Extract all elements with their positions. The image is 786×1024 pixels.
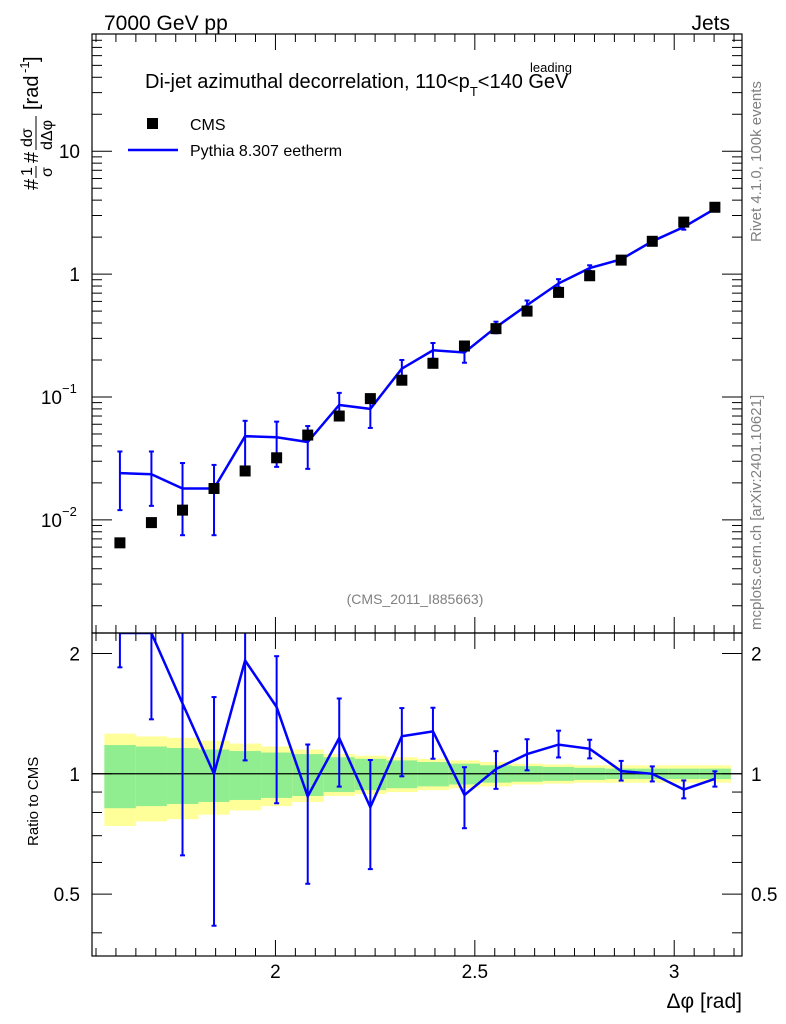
svg-text:[rad: [rad [21,76,43,110]
mcplots-label: mcplots.cern.ch [arXiv:2401.10621] [748,395,765,630]
y-tick-label: 10 [41,388,62,409]
y-tick-label-exponent: −1 [62,381,77,396]
rivet-label: Rivet 4.1.0, 100k events [748,81,765,242]
cms-data-point [145,517,157,529]
cms-data-point [239,465,251,477]
svg-text:dσ: dσ [19,128,36,147]
cms-data-point [490,323,502,335]
ratio-band-stat [135,746,167,807]
x-tick-label: 3 [669,962,680,983]
analysis-id: (CMS_2011_I885663) [347,591,484,607]
ratio-tick-label-left: 0.5 [54,885,80,906]
legend-cms-label: CMS [190,117,226,134]
cms-data-point [364,393,376,405]
ratio-plot-frame [91,632,743,957]
ratio-tick-label-right: 2 [751,644,762,665]
svg-text:1: 1 [19,167,36,176]
cms-data-point [208,482,220,494]
ratio-tick-label-left: 1 [69,765,80,786]
x-tick-label: 2.5 [462,962,488,983]
x-axis-label: Δφ [rad] [667,990,743,1013]
cms-data-point [584,270,596,282]
ratio-tick-label-right: 0.5 [751,885,777,906]
ratio-y-axis-label: Ratio to CMS [25,757,42,846]
ratio-tick-label-left: 2 [69,644,80,665]
mc-line [119,207,716,490]
svg-text:#: # [21,151,43,163]
energy-label: 7000 GeV pp [104,12,228,35]
cms-data-point [177,504,189,516]
mc-series-ratio [117,633,718,927]
cms-data-point [396,374,408,386]
cms-data-point [271,452,283,464]
cms-data-point [646,235,658,247]
x-tick-label: 2 [270,962,281,983]
y-axis-label: # 1 σ # dσ dΔφ [rad -1 ] [17,56,56,190]
process-label: Jets [691,12,730,35]
cms-data-point [615,254,627,266]
svg-text:dΔφ: dΔφ [39,120,56,150]
y-tick-label: 10 [59,142,80,163]
svg-text:]: ] [21,56,43,62]
svg-text:σ: σ [39,167,56,177]
svg-text:-1: -1 [17,61,32,73]
cms-data-point [553,286,565,298]
cms-data-point [114,537,126,549]
legend-cms-marker [147,118,158,129]
mc-ratio-clipped [117,633,718,927]
cms-data-point [333,410,345,422]
cms-data-point [678,216,690,228]
svg-text:#: # [21,178,43,190]
axis-ticks [92,33,742,956]
mc-ratio-line [119,633,716,811]
plot-title: Di-jet azimuthal decorrelation, 110<pT<1… [145,71,569,99]
mc-series-main [117,205,718,537]
y-tick-label: 10 [41,511,62,532]
cms-data-point [302,429,314,441]
ratio-band-stat [104,745,136,809]
ratio-uncertainty-bands [104,733,731,827]
cms-data-point [427,357,439,369]
cms-data-point [709,201,721,213]
y-tick-label-exponent: −2 [62,504,77,519]
plot-title-superscript: leading [530,60,572,75]
cms-data-points [114,201,721,549]
ratio-tick-label-right: 1 [751,765,762,786]
y-tick-label: 1 [69,265,80,286]
cms-data-point [458,340,470,352]
cms-data-point [521,305,533,317]
legend-mc-label: Pythia 8.307 eetherm [190,143,342,160]
